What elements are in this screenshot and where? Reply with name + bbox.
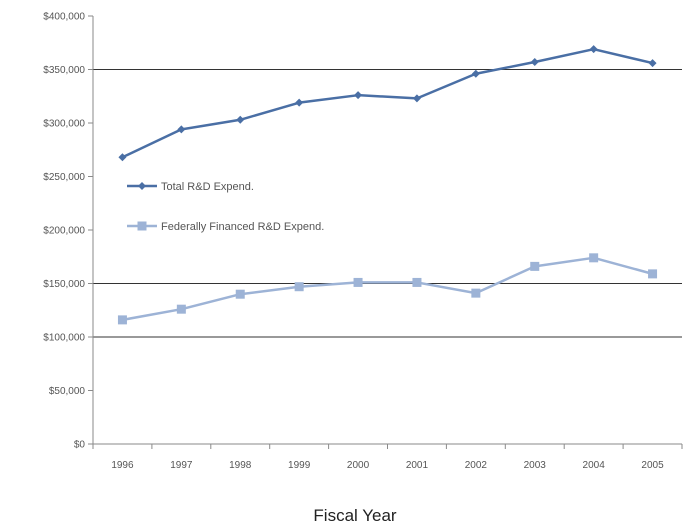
data-point [354, 91, 363, 100]
data-point [294, 282, 304, 292]
data-point [530, 58, 539, 67]
legend: Total R&D Expend. Federally Financed R&D … [127, 181, 324, 233]
data-point [118, 153, 127, 162]
data-point [648, 269, 658, 279]
data-point [235, 289, 245, 299]
data-point [412, 94, 421, 103]
y-tick-label: $250,000 [43, 172, 85, 183]
data-point [236, 115, 245, 124]
data-point [117, 315, 127, 325]
y-tick-label: $400,000 [43, 12, 85, 23]
x-tick-label: 2001 [406, 460, 429, 471]
y-tick-label: $0 [74, 440, 86, 451]
data-point [471, 69, 480, 78]
data-point [295, 98, 304, 107]
data-point [353, 277, 363, 287]
x-tick-label: 1999 [288, 460, 311, 471]
grid-layer [93, 69, 682, 338]
x-axis-title: Fiscal Year [313, 506, 396, 525]
legend-label: Federally Financed R&D Expend. [161, 221, 324, 233]
data-point [648, 59, 657, 68]
x-tick-label: 2003 [524, 460, 547, 471]
x-tick-label: 2004 [583, 460, 606, 471]
x-tick-label: 2000 [347, 460, 370, 471]
x-tick-label: 1997 [170, 460, 193, 471]
y-tick-label: $100,000 [43, 333, 85, 344]
y-tick-label: $300,000 [43, 119, 85, 130]
y-tick-label: $150,000 [43, 279, 85, 290]
data-point [412, 277, 422, 287]
x-tick-label: 1996 [111, 460, 134, 471]
data-point [530, 261, 540, 271]
legend-marker [138, 182, 146, 190]
x-tick-label: 2002 [465, 460, 488, 471]
series-layer [117, 45, 658, 325]
x-tick-label: 2005 [641, 460, 664, 471]
y-tick-label: $50,000 [49, 386, 86, 397]
series-line-2 [122, 256, 653, 322]
x-tick-labels: 1996 1997 1998 1999 2000 2001 2002 2003 2004 2005 [92, 444, 683, 471]
legend-marker [137, 221, 147, 231]
y-tick-label: $350,000 [43, 65, 85, 76]
data-point [589, 253, 599, 263]
x-tick-label: 1998 [229, 460, 252, 471]
data-point [589, 45, 598, 54]
y-tick-label: $200,000 [43, 226, 85, 237]
legend-label: Total R&D Expend. [161, 181, 254, 193]
data-point [177, 125, 186, 134]
data-point [471, 288, 481, 298]
data-point [176, 304, 186, 314]
series-line-1 [121, 47, 653, 159]
y-tick-labels: $0 $50,000 $100,000 $150,000 $200,000 $250,00… [43, 12, 93, 451]
